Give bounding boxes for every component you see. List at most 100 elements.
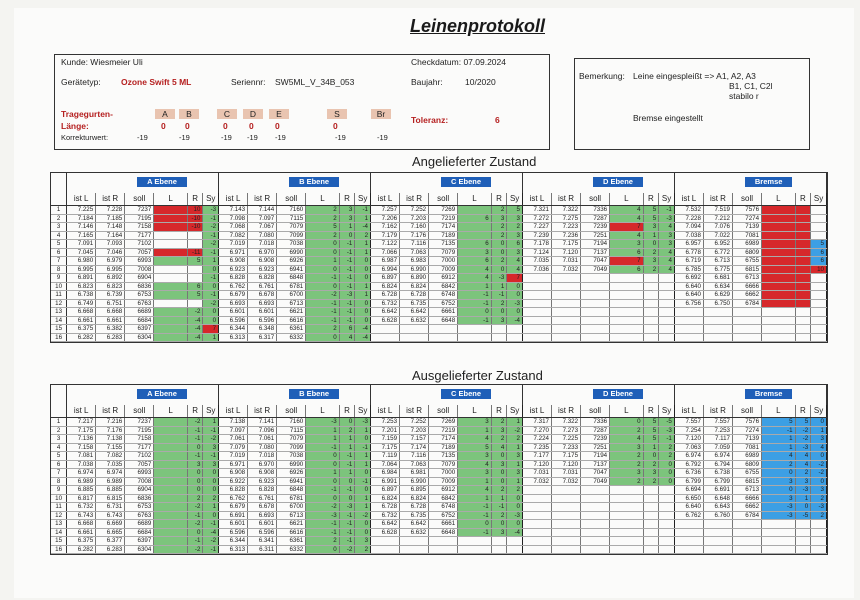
- sym-cell: 4: [658, 256, 675, 266]
- soll-cell: 7079: [428, 460, 459, 469]
- ist-l-cell: 6.650: [674, 494, 704, 503]
- diff-r-cell: [643, 519, 660, 529]
- ist-l-cell: 6.640: [674, 282, 704, 291]
- soll-cell: 6661: [428, 519, 459, 529]
- diff-l-cell: 0: [457, 307, 492, 317]
- ist-l-cell: 7.239: [522, 231, 553, 240]
- diff-r-cell: 3: [643, 256, 660, 266]
- ist-l-cell: 6.596: [218, 528, 249, 537]
- diff-l-cell: 1: [457, 426, 492, 435]
- ist-r-cell: 7.174: [399, 443, 430, 452]
- row-number: 3: [51, 434, 68, 444]
- ist-l-cell: [370, 536, 401, 546]
- sym-cell: 5: [506, 205, 523, 215]
- column-header: L: [761, 193, 796, 206]
- table-row: 10 6.817 6.815 6836 2 2 6.762 6.761 6781 0 0 1 6.824…: [51, 494, 827, 503]
- diff-r-cell: 0: [491, 239, 508, 249]
- diff-l-cell: [457, 536, 492, 546]
- sym-cell: 1: [506, 460, 523, 469]
- diff-r-cell: 3: [187, 460, 204, 469]
- sym-cell: 1: [202, 502, 220, 512]
- year: 10/2020: [465, 77, 496, 87]
- diff-l-cell: [761, 265, 796, 274]
- diff-l-cell: [153, 477, 188, 486]
- ist-r-cell: 7.032: [551, 265, 582, 274]
- diff-l-cell: [761, 519, 796, 529]
- diff-l-cell: [609, 282, 644, 291]
- tolerance-label: Toleranz:: [411, 115, 449, 125]
- column-header: soll: [428, 405, 459, 418]
- ist-l-cell: 6.679: [218, 290, 249, 300]
- row-number: 8: [51, 265, 68, 274]
- ist-r-cell: 6.775: [703, 265, 733, 274]
- diff-r-cell: 5: [795, 417, 812, 427]
- ist-l-cell: 7.122: [370, 239, 401, 249]
- sym-cell: -4: [354, 222, 372, 232]
- ist-l-cell: 7.019: [218, 239, 249, 249]
- diff-r-cell: -11: [187, 248, 204, 257]
- diff-l-cell: [761, 222, 796, 232]
- diff-l-cell: -1: [305, 316, 340, 325]
- ist-r-cell: 7.076: [703, 222, 733, 232]
- ist-r-cell: [551, 307, 582, 317]
- diff-l-cell: 0: [305, 265, 340, 274]
- diff-r-cell: 0: [491, 477, 508, 486]
- soll-cell: 6842: [428, 494, 459, 503]
- sym-cell: -3: [658, 214, 675, 223]
- ist-l-cell: 7.036: [522, 265, 553, 274]
- diff-l-cell: 0: [305, 248, 340, 257]
- row-number: 9: [51, 485, 68, 495]
- diff-r-cell: 0: [339, 417, 356, 427]
- diff-r-cell: 3: [491, 460, 508, 469]
- table-row: 3 7.146 7.148 7158 -10 -2 7.068 7.067 7079 5 1 -4 7.…: [51, 222, 827, 232]
- diff-l-cell: 2: [305, 536, 340, 546]
- ist-r-cell: 6.678: [247, 290, 278, 300]
- soll-cell: [580, 502, 611, 512]
- ist-l-cell: 7.038: [66, 460, 97, 469]
- column-header: R: [339, 405, 356, 418]
- group-label: Bremse: [744, 389, 793, 399]
- ist-l-cell: [674, 324, 704, 334]
- ist-l-cell: 7.063: [674, 443, 704, 452]
- diff-l-cell: [153, 502, 188, 512]
- diff-r-cell: [643, 333, 660, 342]
- sym-cell: 2: [354, 231, 372, 240]
- ist-l-cell: 6.762: [674, 511, 704, 520]
- soll-cell: 6689: [124, 307, 155, 317]
- diff-r-cell: 0: [491, 519, 508, 529]
- riser-length: 0: [249, 121, 254, 131]
- diff-r-cell: [795, 273, 812, 283]
- row-number: 10: [51, 494, 68, 503]
- sym-cell: [810, 282, 827, 291]
- ist-r-cell: 7.157: [399, 434, 430, 444]
- diff-r-cell: 4: [795, 460, 812, 469]
- ist-r-cell: 6.642: [399, 307, 430, 317]
- year-label: Baujahr:: [411, 77, 443, 87]
- remark-label: Bemerkung:: [579, 71, 625, 81]
- diff-l-cell: [609, 333, 644, 342]
- diff-l-cell: [153, 324, 188, 334]
- diff-l-cell: -3: [761, 502, 796, 512]
- sym-cell: [658, 324, 675, 334]
- ist-l-cell: 6.738: [66, 290, 97, 300]
- diff-l-cell: [153, 307, 188, 317]
- ist-l-cell: 6.817: [66, 494, 97, 503]
- sym-cell: 3: [202, 443, 220, 452]
- ist-r-cell: 7.046: [95, 248, 126, 257]
- diff-l-cell: 1: [305, 256, 340, 266]
- ist-l-cell: 7.235: [522, 443, 553, 452]
- sym-cell: [658, 528, 675, 537]
- ist-l-cell: 6.642: [370, 307, 401, 317]
- ist-r-cell: [551, 324, 582, 334]
- ist-r-cell: [551, 290, 582, 300]
- soll-cell: 7158: [124, 434, 155, 444]
- diff-r-cell: 3: [491, 214, 508, 223]
- column-header: L: [457, 405, 492, 418]
- ist-r-cell: [399, 545, 430, 554]
- soll-cell: [732, 316, 763, 325]
- diff-l-cell: 0: [609, 417, 644, 427]
- sym-cell: 0: [506, 282, 523, 291]
- diff-l-cell: 2: [609, 451, 644, 461]
- section-returned-title: Ausgelieferter Zustand: [412, 368, 543, 383]
